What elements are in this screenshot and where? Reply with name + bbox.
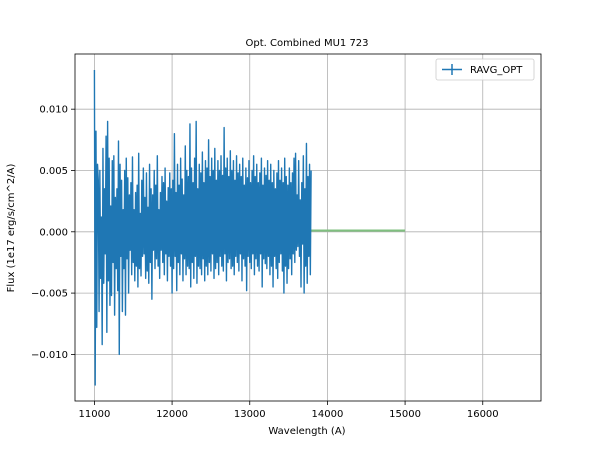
chart-title: Opt. Combined MU1 723	[245, 38, 368, 49]
series-line-ravg-opt	[93, 69, 312, 386]
legend-label-ravg-opt: RAVG_OPT	[470, 65, 523, 76]
legend-box	[435, 58, 535, 81]
y-tick-label: −0.010	[31, 350, 68, 361]
y-axis-title: Flux (1e17 erg/s/cm^2/A)	[6, 164, 17, 293]
plot-area: 11000 12000 13000 14000 15000 16000 −0.010 −0.0…	[31, 53, 542, 420]
y-tick-label: 0.000	[39, 227, 68, 238]
x-tick-label: 12000	[156, 409, 188, 420]
axes-frame	[74, 53, 542, 402]
y-tick-label: −0.005	[31, 289, 68, 300]
x-tick-label: 16000	[467, 409, 499, 420]
x-tick-label: 14000	[312, 409, 344, 420]
x-tick-label: 13000	[234, 409, 266, 420]
y-tick-label: 0.010	[39, 105, 68, 116]
x-tick-label: 11000	[79, 409, 111, 420]
x-axis-title: Wavelength (A)	[268, 426, 345, 437]
x-tick-label: 15000	[389, 409, 421, 420]
y-tick-label: 0.005	[39, 166, 68, 177]
